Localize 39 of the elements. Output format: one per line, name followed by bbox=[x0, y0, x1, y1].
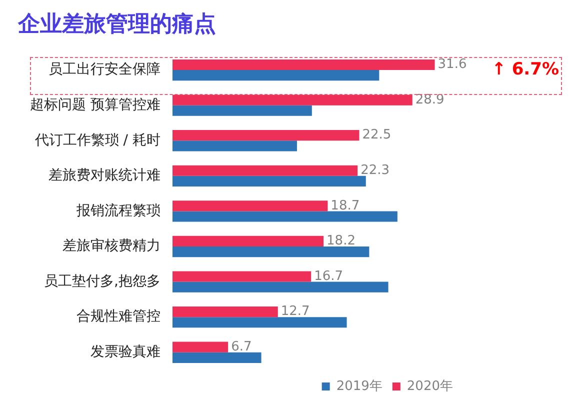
bar bbox=[172, 306, 278, 318]
bar bbox=[172, 211, 398, 222]
bar bbox=[172, 271, 312, 282]
bar bbox=[172, 317, 347, 328]
bar bbox=[172, 176, 366, 186]
y-tick-label: 员工垫付多,抱怨多 bbox=[44, 273, 160, 290]
data-label: 18.7 bbox=[330, 198, 360, 214]
y-tick-label: 发票验真难 bbox=[90, 344, 160, 360]
bar bbox=[172, 105, 312, 116]
y-tick-label: 超标问题 预算管控难 bbox=[30, 96, 160, 113]
data-label: 22.5 bbox=[362, 128, 392, 143]
bar bbox=[172, 140, 297, 152]
y-tick-label: 代订工作繁琐 / 耗时 bbox=[34, 132, 160, 148]
bar bbox=[172, 236, 324, 246]
y-tick-label: 差旅费对账统计难 bbox=[48, 168, 160, 184]
bar bbox=[172, 59, 435, 70]
y-tick-label: 差旅审核费精力 bbox=[62, 238, 160, 254]
y-tick-label: 报销流程繁琐 bbox=[75, 202, 160, 219]
legend-label: 2020年 bbox=[406, 378, 454, 394]
y-tick-label: 员工出行安全保障 bbox=[48, 62, 160, 78]
bar bbox=[172, 70, 380, 81]
chart-title: 企业差旅管理的痛点 bbox=[17, 12, 216, 37]
bar bbox=[172, 282, 388, 292]
bar bbox=[172, 130, 360, 141]
data-label: 31.6 bbox=[438, 57, 467, 72]
data-label: 18.2 bbox=[326, 234, 356, 249]
legend-label: 2019年 bbox=[336, 378, 382, 394]
bar bbox=[172, 200, 328, 212]
text: ↑ 6.7% bbox=[492, 59, 559, 80]
bar bbox=[172, 246, 370, 258]
data-label: 16.7 bbox=[314, 268, 344, 284]
bar bbox=[172, 352, 262, 363]
bar bbox=[172, 94, 412, 106]
bar bbox=[172, 165, 358, 176]
data-label: 22.3 bbox=[360, 162, 390, 178]
bar bbox=[172, 342, 228, 352]
y-tick-label: 合规性难管控 bbox=[76, 308, 160, 325]
data-label: 6.7 bbox=[231, 339, 252, 354]
data-label: 12.7 bbox=[280, 304, 310, 320]
